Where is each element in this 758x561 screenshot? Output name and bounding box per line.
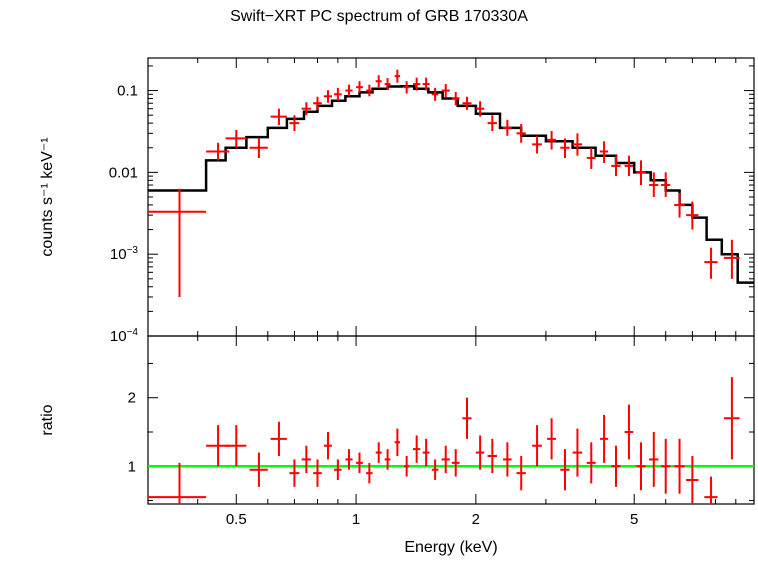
- x-tick-label: 5: [630, 511, 638, 528]
- y-axis-label-ratio: ratio: [39, 404, 56, 435]
- x-tick-label: 1: [352, 511, 360, 528]
- x-axis-label: Energy (keV): [404, 539, 497, 556]
- y-tick-label: 2: [128, 390, 136, 407]
- y-tick-label: 10−3: [110, 245, 139, 263]
- chart-title: Swift−XRT PC spectrum of GRB 170330A: [230, 8, 528, 25]
- y-tick-label: 10−4: [110, 327, 139, 345]
- y-tick-label: 0.1: [117, 83, 138, 100]
- x-tick-label: 2: [472, 511, 480, 528]
- y-axis-label-spectrum: counts s⁻¹ keV⁻¹: [39, 137, 56, 256]
- model-curve: [148, 84, 754, 284]
- y-tick-label: 1: [128, 458, 136, 475]
- ratio-panel-frame: [147, 335, 755, 505]
- x-tick-label: 0.5: [226, 511, 247, 528]
- y-tick-label: 0.01: [109, 164, 138, 181]
